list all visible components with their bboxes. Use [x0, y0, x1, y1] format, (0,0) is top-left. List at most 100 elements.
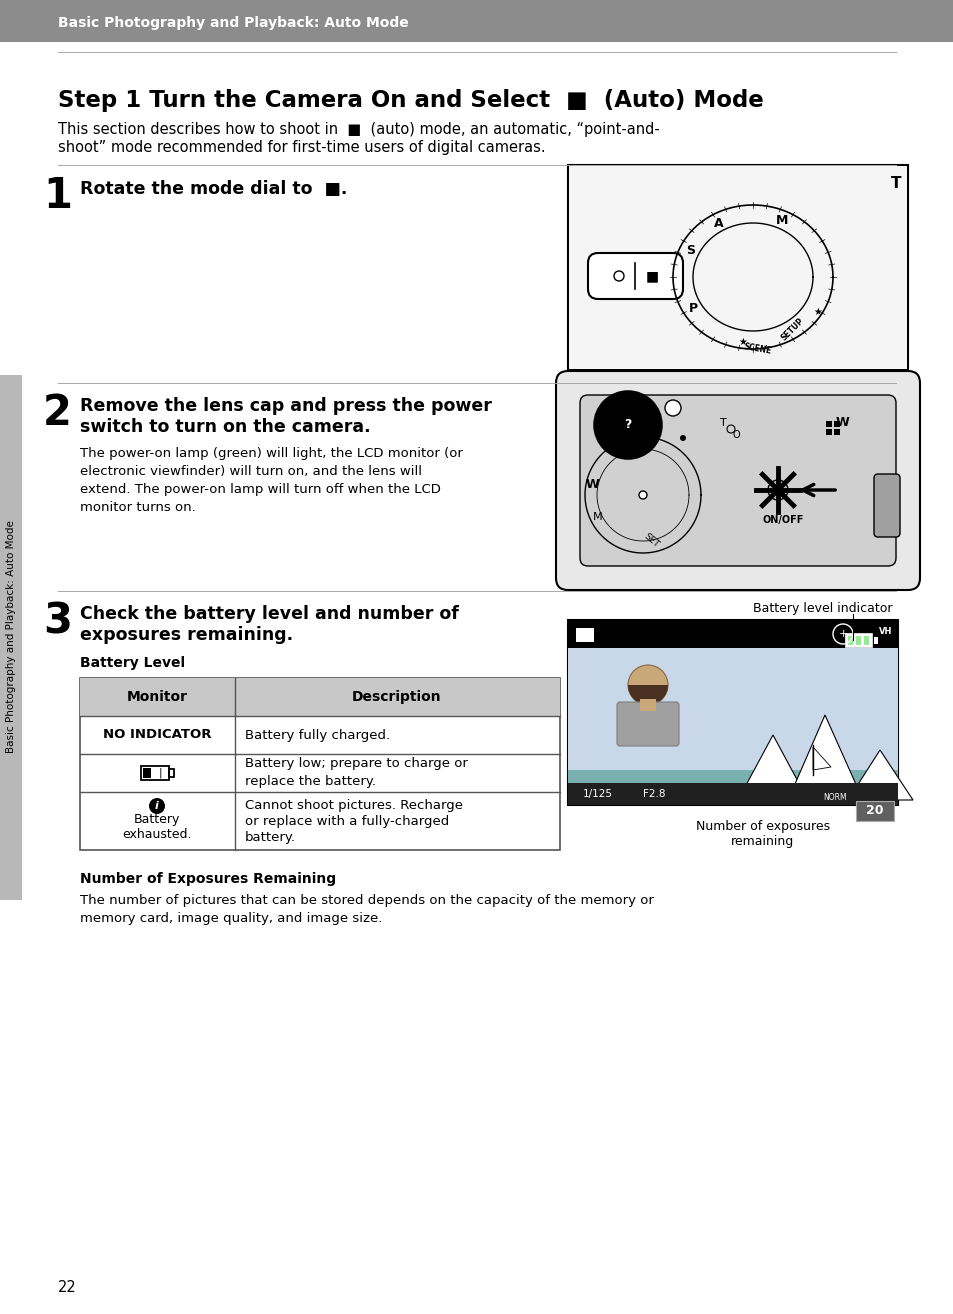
Polygon shape [738, 735, 807, 800]
Circle shape [679, 435, 685, 442]
FancyBboxPatch shape [556, 371, 919, 590]
Text: W: W [585, 478, 599, 491]
Text: Rotate the mode dial to  ■.: Rotate the mode dial to ■. [80, 180, 347, 198]
Wedge shape [627, 685, 667, 706]
Text: replace the battery.: replace the battery. [245, 774, 375, 787]
Text: A: A [713, 217, 722, 230]
Bar [873, 637, 877, 644]
Text: Number of Exposures Remaining: Number of Exposures Remaining [80, 872, 335, 886]
Text: Battery low; prepare to charge or: Battery low; prepare to charge or [245, 757, 467, 770]
Text: SETUP: SETUP [780, 315, 805, 342]
Text: ?: ? [623, 418, 632, 432]
Circle shape [767, 480, 787, 501]
Text: ?: ? [623, 418, 631, 431]
Text: M: M [775, 214, 787, 227]
Bar [567, 783, 897, 805]
Bar [825, 420, 831, 427]
Text: or replace with a fully-charged: or replace with a fully-charged [245, 816, 449, 829]
Text: Monitor: Monitor [127, 690, 188, 704]
Text: 3: 3 [43, 600, 71, 643]
Text: This section describes how to shoot in  ■  (auto) mode, an automatic, “point-and: This section describes how to shoot in ■… [58, 122, 659, 137]
Bar [0, 374, 22, 900]
Bar [80, 678, 559, 716]
Text: 20: 20 [865, 804, 882, 817]
Text: battery.: battery. [245, 832, 295, 845]
Text: Battery level indicator: Battery level indicator [753, 602, 892, 615]
Text: Basic Photography and Playback: Auto Mode: Basic Photography and Playback: Auto Mod… [58, 16, 408, 30]
Text: NO INDICATOR: NO INDICATOR [103, 728, 211, 741]
Bar [833, 428, 840, 435]
Text: ★: ★ [738, 336, 746, 347]
Bar [567, 620, 897, 648]
Text: Description: Description [352, 690, 441, 704]
Bar [847, 636, 852, 645]
Circle shape [639, 491, 646, 499]
Text: Cannot shoot pictures. Recharge: Cannot shoot pictures. Recharge [245, 799, 462, 812]
Text: M: M [593, 512, 602, 522]
Bar [845, 633, 871, 646]
Bar [855, 802, 893, 821]
Text: O: O [731, 430, 739, 440]
FancyBboxPatch shape [587, 254, 682, 300]
Text: i: i [155, 802, 159, 811]
Text: 22: 22 [58, 1280, 76, 1296]
Text: exhausted.: exhausted. [122, 828, 192, 841]
Text: NORM: NORM [822, 792, 845, 802]
Circle shape [149, 798, 165, 813]
Text: W: W [835, 417, 849, 430]
Text: SET: SET [641, 531, 659, 549]
Text: VH: VH [879, 628, 892, 636]
Text: |: | [158, 767, 162, 778]
Text: +: + [838, 629, 847, 639]
Text: switch to turn on the camera.: switch to turn on the camera. [80, 418, 370, 436]
Circle shape [664, 399, 680, 417]
Text: 1/125: 1/125 [582, 788, 613, 799]
Text: shoot” mode recommended for first-time users of digital cameras.: shoot” mode recommended for first-time u… [58, 141, 545, 155]
Bar [567, 770, 897, 800]
Text: The power-on lamp (green) will light, the LCD monitor (or: The power-on lamp (green) will light, th… [80, 447, 462, 460]
Bar [143, 767, 151, 778]
Bar [863, 636, 868, 645]
Text: extend. The power-on lamp will turn off when the LCD: extend. The power-on lamp will turn off … [80, 484, 440, 495]
Bar [80, 678, 559, 850]
Text: 2: 2 [43, 392, 71, 434]
Bar [567, 620, 897, 805]
Bar [0, 0, 953, 42]
Bar [855, 636, 861, 645]
Text: monitor turns on.: monitor turns on. [80, 501, 195, 514]
Text: ★: ★ [813, 307, 821, 317]
Bar [567, 166, 907, 371]
Text: memory card, image quality, and image size.: memory card, image quality, and image si… [80, 912, 382, 925]
Bar [169, 769, 173, 777]
FancyBboxPatch shape [617, 702, 679, 746]
FancyBboxPatch shape [579, 396, 895, 566]
Text: Battery Level: Battery Level [80, 656, 185, 670]
Text: S: S [685, 244, 694, 258]
Text: SCENE: SCENE [742, 342, 772, 356]
FancyBboxPatch shape [873, 474, 899, 537]
Text: ■: ■ [645, 269, 658, 283]
Text: The number of pictures that can be stored depends on the capacity of the memory : The number of pictures that can be store… [80, 894, 653, 907]
Text: Number of exposures
remaining: Number of exposures remaining [695, 820, 829, 848]
Text: Check the battery level and number of: Check the battery level and number of [80, 604, 458, 623]
Text: Remove the lens cap and press the power: Remove the lens cap and press the power [80, 397, 492, 415]
Text: Step 1 Turn the Camera On and Select  ■  (Auto) Mode: Step 1 Turn the Camera On and Select ■ (… [58, 88, 763, 112]
Bar [567, 648, 897, 800]
Text: ON/OFF: ON/OFF [761, 515, 802, 526]
Text: T: T [890, 176, 901, 191]
Polygon shape [812, 746, 830, 770]
Text: electronic viewfinder) will turn on, and the lens will: electronic viewfinder) will turn on, and… [80, 465, 421, 478]
Polygon shape [847, 750, 912, 800]
Text: exposures remaining.: exposures remaining. [80, 625, 293, 644]
Text: T: T [719, 418, 725, 428]
Text: F2.8: F2.8 [642, 788, 665, 799]
Circle shape [635, 420, 640, 426]
Bar [141, 766, 169, 781]
Bar [639, 699, 656, 711]
Bar [825, 428, 831, 435]
Bar [569, 167, 905, 368]
Text: P: P [688, 301, 697, 314]
Bar [833, 420, 840, 427]
Text: 1: 1 [43, 175, 71, 217]
Bar [576, 628, 594, 643]
